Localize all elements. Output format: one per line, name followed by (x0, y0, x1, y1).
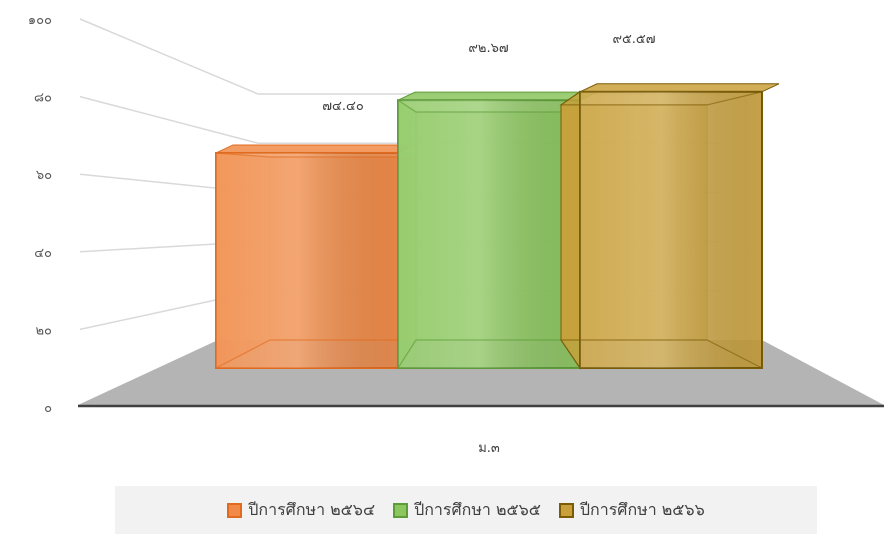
legend-swatch (558, 502, 574, 518)
data-labels: ๗๔.๔๐ ๙๒.๖๗ ๙๕.๕๗ (322, 32, 655, 114)
legend-label: ปีการศึกษา ๒๕๖๖ (579, 499, 705, 519)
bar-side-face (560, 90, 581, 370)
y-tick-label: ๔๐ (34, 246, 52, 261)
data-label: ๗๔.๔๐ (322, 99, 364, 114)
y-tick-label: ๐ (44, 401, 52, 416)
data-label: ๙๕.๕๗ (612, 32, 655, 47)
legend-item: ปีการศึกษา ๒๕๖๖ (558, 498, 705, 523)
data-label: ๙๒.๖๗ (468, 41, 508, 56)
bar-shine (216, 152, 398, 368)
legend-swatch (227, 502, 243, 518)
bars (215, 83, 780, 370)
bar (397, 91, 598, 370)
y-axis-ticks: ๐ ๒๐ ๔๐ ๖๐ ๘๐ ๑๐๐ (28, 13, 52, 416)
y-tick-label: ๒๐ (35, 323, 52, 338)
bar-inner-edge (559, 339, 763, 369)
bar-shine (580, 91, 762, 368)
legend-label: ปีการศึกษา ๒๕๖๕ (414, 499, 541, 519)
y-tick-label: ๘๐ (34, 91, 52, 106)
legend-item: ปีการศึกษา ๒๕๖๕ (393, 498, 541, 523)
bar-top-face (397, 91, 598, 101)
bar-inner-edge (559, 91, 763, 106)
legend-item: ปีการศึกษา ๒๕๖๔ (227, 498, 375, 523)
bar-top-face (215, 144, 416, 154)
bar (215, 144, 418, 369)
bar-shine (398, 100, 580, 368)
legend: ปีการศึกษา ๒๕๖๔ ปีการศึกษา ๒๕๖๕ ปีการศึกษา… (115, 486, 817, 534)
legend-label: ปีการศึกษา ๒๕๖๔ (248, 499, 376, 519)
y-tick-label: ๑๐๐ (28, 13, 52, 28)
category-label: ม.๓ (478, 441, 500, 456)
bar-top-face (579, 83, 780, 93)
bar (559, 83, 780, 370)
y-tick-label: ๖๐ (36, 168, 52, 183)
legend-swatch (393, 502, 409, 518)
gridline (79, 18, 720, 95)
